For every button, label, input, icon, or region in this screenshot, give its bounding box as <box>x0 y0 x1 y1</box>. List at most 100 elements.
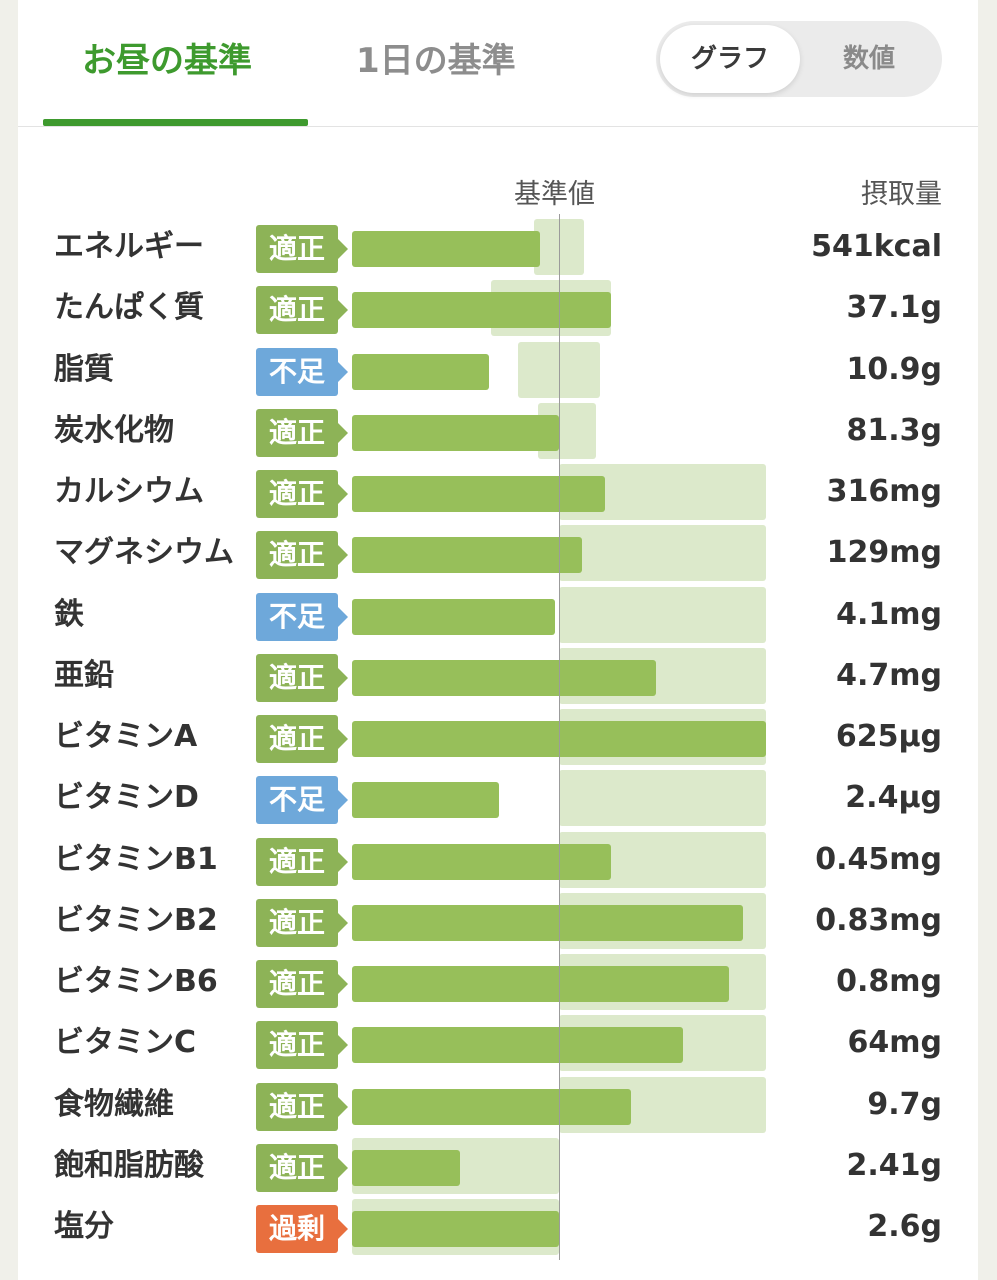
nutrient-name: 塩分 <box>54 1209 114 1244</box>
intake-bar <box>352 414 559 451</box>
intake-bar <box>352 966 729 1002</box>
intake-value: 625μg <box>835 719 942 754</box>
intake-value: 81.3g <box>846 412 943 448</box>
tab-lunch-standard[interactable]: お昼の基準 <box>82 41 252 81</box>
nutrient-name: 鉄 <box>54 596 84 632</box>
nutrient-row: ビタミンC 適正 64mg <box>18 1015 978 1072</box>
target-range <box>534 219 584 275</box>
nutrient-name: ビタミンD <box>54 780 199 816</box>
numeric-view-button[interactable]: 数値 <box>842 44 895 74</box>
intake-value: 129mg <box>826 535 942 571</box>
intake-value: 2.6g <box>867 1209 942 1244</box>
intake-bar <box>352 659 657 696</box>
status-badge: 不足 <box>256 776 348 825</box>
status-badge: 適正 <box>256 1143 348 1192</box>
nutrient-row: ビタミンD 不足 2.4μg <box>18 770 978 827</box>
status-badge: 適正 <box>256 225 348 273</box>
nutrient-name: カルシウム <box>54 474 204 509</box>
status-badge: 適正 <box>256 408 348 457</box>
nutrient-name: ビタミンB2 <box>54 902 218 938</box>
intake-value: 2.41g <box>846 1147 943 1183</box>
nutrient-name: マグネシウム <box>54 535 234 571</box>
nutrient-row: 飽和脂肪酸 適正 2.41g <box>18 1137 978 1194</box>
intake-value: 4.7mg <box>836 657 942 693</box>
nutrient-row: 亜鉛 適正 4.7mg <box>18 647 978 704</box>
status-badge: 適正 <box>256 1082 348 1131</box>
nutrient-row: ビタミンB6 適正 0.8mg <box>18 954 978 1010</box>
intake-bar <box>352 598 555 635</box>
status-badge: 適正 <box>256 286 348 335</box>
status-badge: 不足 <box>256 347 348 396</box>
status-badge: 適正 <box>256 470 348 518</box>
nutrient-name: エネルギー <box>54 229 204 264</box>
nutrient-name: ビタミンB1 <box>54 841 218 877</box>
intake-bar <box>352 353 489 390</box>
nutrient-name: 飽和脂肪酸 <box>54 1147 204 1183</box>
status-badge: 不足 <box>256 592 348 641</box>
reference-line <box>559 214 560 1260</box>
view-toggle[interactable]: グラフ 数値 <box>656 21 942 97</box>
target-range <box>559 525 766 582</box>
status-badge: 過剰 <box>256 1205 348 1253</box>
intake-bar <box>352 1211 559 1247</box>
nutrient-row: 炭水化物 適正 81.3g <box>18 402 978 459</box>
tab-daily-standard[interactable]: 1日の基準 <box>356 41 516 81</box>
nutrient-name: 亜鉛 <box>54 657 114 693</box>
nutrient-name: 脂質 <box>54 351 114 387</box>
intake-value: 0.45mg <box>815 841 942 877</box>
nutrient-name: たんぱく質 <box>54 290 204 326</box>
nutrient-name: ビタミンC <box>54 1025 197 1061</box>
nutrient-row: エネルギー 適正 541kcal <box>18 219 978 275</box>
intake-value: 0.8mg <box>836 964 942 999</box>
status-badge: 適正 <box>256 531 348 580</box>
status-badge: 適正 <box>256 715 348 763</box>
intake-value: 0.83mg <box>815 902 942 938</box>
nutrient-row: ビタミンA 適正 625μg <box>18 709 978 765</box>
intake-value: 2.4μg <box>845 780 942 816</box>
intake-value: 541kcal <box>811 229 942 264</box>
reference-value-header: 基準値 <box>514 179 595 210</box>
intake-value: 10.9g <box>846 351 943 387</box>
intake-value: 4.1mg <box>836 596 942 632</box>
tab-bar: お昼の基準 1日の基準 グラフ 数値 <box>18 0 978 127</box>
status-badge: 適正 <box>256 653 348 702</box>
graph-view-button[interactable]: グラフ <box>660 25 800 93</box>
nutrient-name: ビタミンA <box>54 719 198 754</box>
intake-value: 9.7g <box>867 1086 942 1122</box>
nutrient-name: 食物繊維 <box>54 1086 174 1122</box>
nutrient-name: ビタミンB6 <box>54 964 218 999</box>
intake-bar <box>352 1149 460 1186</box>
intake-bar <box>352 537 582 574</box>
status-badge: 適正 <box>256 898 348 947</box>
intake-value: 64mg <box>847 1025 942 1061</box>
nutrient-row: マグネシウム 適正 129mg <box>18 525 978 582</box>
nutrient-row: ビタミンB1 適正 0.45mg <box>18 831 978 888</box>
intake-value: 316mg <box>826 474 942 509</box>
nutrient-row: 食物繊維 適正 9.7g <box>18 1076 978 1133</box>
nutrient-row: 塩分 過剰 2.6g <box>18 1199 978 1255</box>
nutrient-row: ビタミンB2 適正 0.83mg <box>18 892 978 949</box>
intake-bar <box>352 476 605 512</box>
intake-header: 摂取量 <box>861 179 942 210</box>
intake-bar <box>352 782 499 819</box>
status-badge: 適正 <box>256 960 348 1008</box>
target-range <box>559 586 766 643</box>
intake-bar <box>352 231 541 267</box>
nutrient-row: 脂質 不足 10.9g <box>18 341 978 398</box>
target-range <box>559 770 766 827</box>
intake-bar <box>352 904 744 941</box>
nutrient-row: たんぱく質 適正 37.1g <box>18 280 978 337</box>
intake-bar <box>352 1027 684 1064</box>
nutrient-name: 炭水化物 <box>54 412 174 448</box>
intake-bar <box>352 843 611 880</box>
status-badge: 適正 <box>256 837 348 886</box>
intake-bar <box>352 292 611 329</box>
nutrient-row: 鉄 不足 4.1mg <box>18 586 978 643</box>
target-range <box>517 341 601 398</box>
nutrient-row: カルシウム 適正 316mg <box>18 464 978 520</box>
intake-value: 37.1g <box>846 290 943 326</box>
intake-bar <box>352 1088 632 1125</box>
status-badge: 適正 <box>256 1021 348 1070</box>
nutrition-card: お昼の基準 1日の基準 グラフ 数値 基準値 摂取量 エネルギー 適正 541kca… <box>18 0 978 1280</box>
active-tab-indicator <box>43 119 308 126</box>
